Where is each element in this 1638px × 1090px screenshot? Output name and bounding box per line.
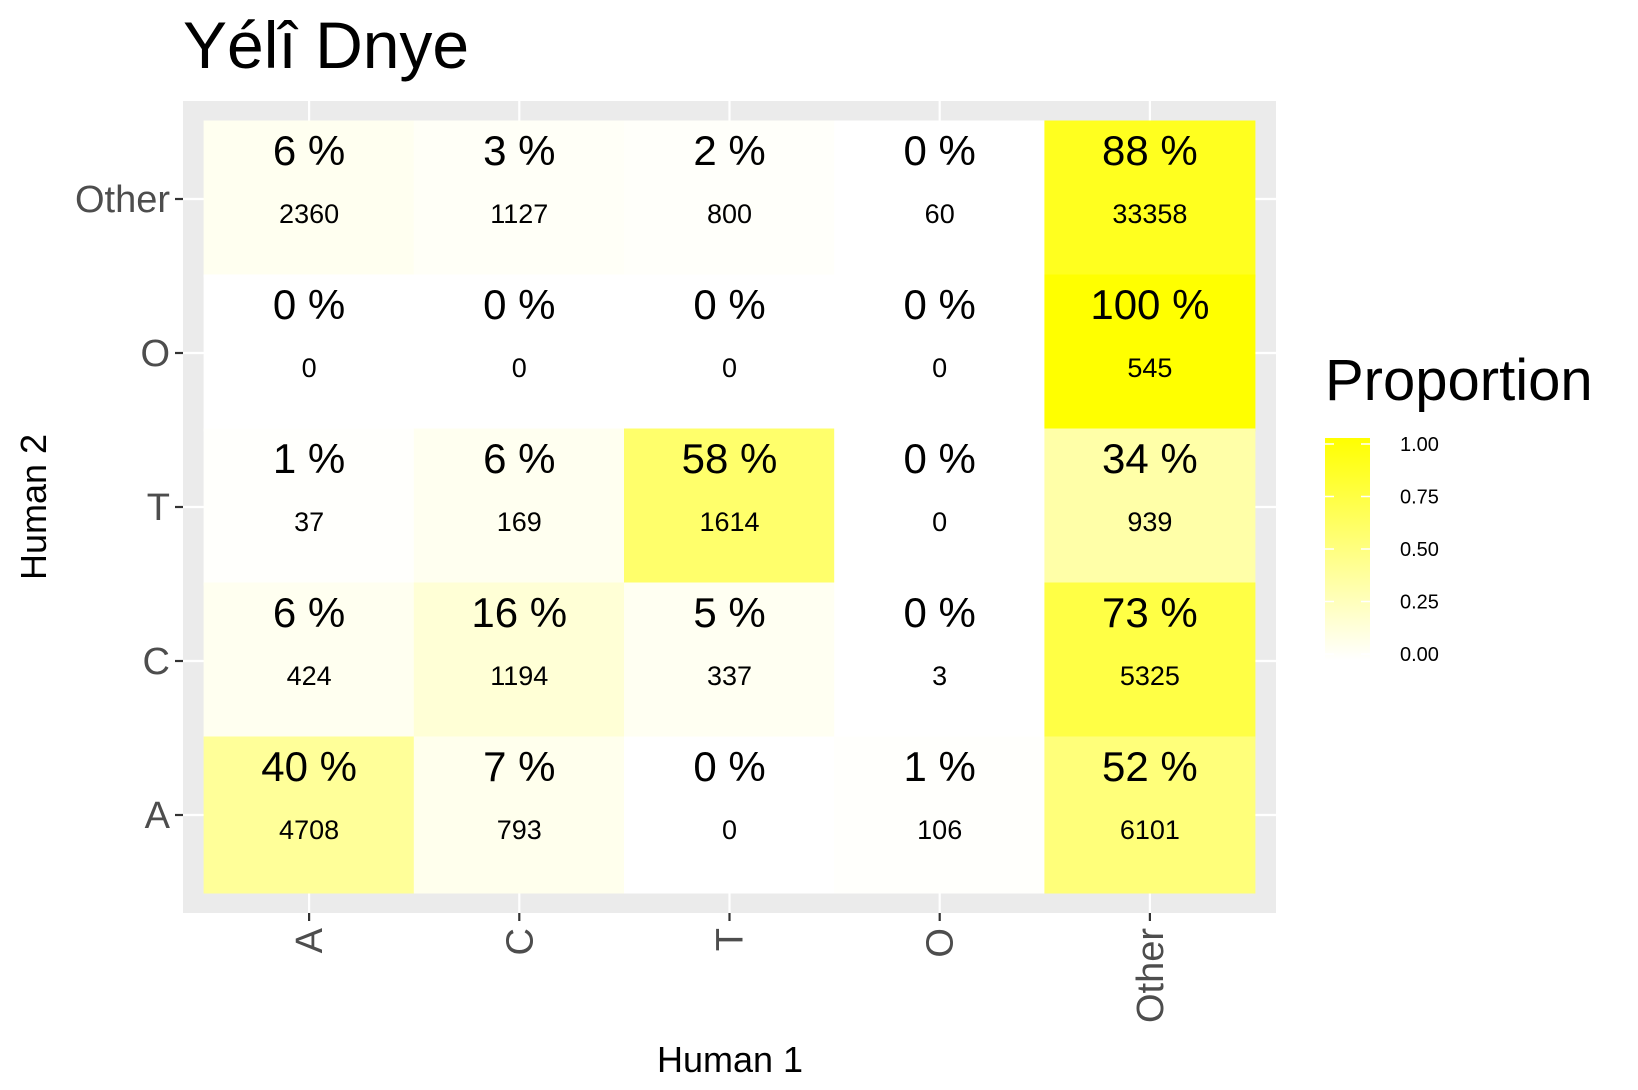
cell-percent-label: 0 % — [904, 281, 976, 328]
heatmap-cell — [203, 274, 415, 432]
cell-percent-label: 6 % — [273, 589, 345, 636]
cell-count-label: 0 — [722, 815, 737, 845]
heatmap-cell — [1044, 274, 1256, 432]
cell-labels: 6 % 2360 3 % 1127 2 % 800 0 % 60 88 % 33358 0 % 0 0 … — [261, 127, 1209, 845]
cell-count-label: 33358 — [1112, 199, 1187, 229]
cell-count-label: 1614 — [699, 507, 759, 537]
cell-count-label: 1194 — [490, 661, 548, 691]
heatmap-cell — [413, 274, 625, 432]
cell-percent-label: 1 % — [904, 743, 976, 790]
cell-percent-label: 100 % — [1090, 281, 1209, 328]
heatmap-cell — [413, 428, 625, 586]
cell-count-label: 0 — [302, 353, 317, 383]
heatmap-cells — [203, 120, 1256, 894]
cell-count-label: 3 — [932, 661, 947, 691]
cell-count-label: 939 — [1127, 507, 1172, 537]
cell-count-label: 0 — [932, 353, 947, 383]
cell-percent-label: 0 % — [904, 127, 976, 174]
cell-count-label: 169 — [497, 507, 542, 537]
cell-count-label: 793 — [497, 815, 542, 845]
heatmap-cell — [834, 274, 1046, 432]
heatmap-cell — [203, 428, 415, 586]
heatmap-cell — [1044, 736, 1256, 894]
cell-count-label: 424 — [287, 661, 332, 691]
cell-percent-label: 5 % — [693, 589, 765, 636]
cell-count-label: 0 — [932, 507, 947, 537]
cell-count-label: 800 — [707, 199, 752, 229]
y-tick-label: O — [140, 333, 170, 375]
cell-percent-label: 6 % — [273, 127, 345, 174]
heatmap-cell — [624, 274, 835, 432]
heatmap-cell — [203, 120, 415, 278]
heatmap-cell — [624, 736, 835, 894]
x-tick-label: O — [920, 928, 962, 958]
cell-count-label: 37 — [294, 507, 324, 537]
y-tick-label: C — [143, 641, 170, 683]
x-tick-label: A — [289, 927, 331, 953]
heatmap-cell — [834, 428, 1046, 586]
heatmap-cell — [203, 736, 415, 894]
cell-percent-label: 6 % — [483, 435, 555, 482]
cell-count-label: 1127 — [490, 199, 548, 229]
cell-percent-label: 0 % — [483, 281, 555, 328]
x-tick-label: Other — [1130, 928, 1172, 1023]
cell-count-label: 0 — [512, 353, 527, 383]
cell-count-label: 2360 — [279, 199, 339, 229]
legend-tick-label: 0.25 — [1400, 592, 1439, 614]
cell-percent-label: 3 % — [483, 127, 555, 174]
cell-count-label: 106 — [917, 815, 962, 845]
cell-count-label: 4708 — [279, 815, 339, 845]
cell-percent-label: 0 % — [693, 281, 765, 328]
heatmap-cell — [834, 736, 1046, 894]
heatmap-cell — [834, 582, 1046, 740]
heatmap-cell — [1044, 120, 1256, 278]
heatmap-cell — [203, 582, 415, 740]
cell-percent-label: 52 % — [1102, 743, 1198, 790]
cell-percent-label: 34 % — [1102, 435, 1198, 482]
cell-percent-label: 88 % — [1102, 127, 1198, 174]
cell-count-label: 5325 — [1120, 661, 1180, 691]
cell-percent-label: 0 % — [904, 589, 976, 636]
legend-tick-label: 0.75 — [1400, 487, 1439, 509]
heatmap-cell — [834, 120, 1046, 278]
cell-percent-label: 0 % — [693, 743, 765, 790]
heatmap-cell — [413, 120, 625, 278]
legend-tick-label: 0.50 — [1400, 539, 1439, 561]
y-tick-label: A — [145, 795, 171, 837]
cell-percent-label: 16 % — [471, 589, 567, 636]
heatmap-cell — [1044, 428, 1256, 586]
cell-count-label: 545 — [1127, 353, 1172, 383]
legend-title: Proportion — [1325, 348, 1593, 413]
y-tick-label: T — [147, 487, 170, 529]
y-axis-title: Human 2 — [13, 434, 54, 580]
legend-tick-label: 0.00 — [1400, 644, 1439, 666]
x-tick-label: T — [710, 928, 752, 951]
cell-percent-label: 7 % — [483, 743, 555, 790]
axis-ticks: A C T O Other A C T O Other — [75, 179, 1172, 1023]
cell-count-label: 6101 — [1120, 815, 1180, 845]
cell-percent-label: 58 % — [682, 435, 778, 482]
heatmap-cell — [1044, 582, 1256, 740]
cell-percent-label: 0 % — [904, 435, 976, 482]
heatmap-cell — [413, 736, 625, 894]
heatmap-cell — [624, 428, 835, 586]
heatmap-cell — [624, 582, 835, 740]
cell-count-label: 60 — [925, 199, 955, 229]
cell-percent-label: 1 % — [273, 435, 345, 482]
cell-count-label: 337 — [707, 661, 752, 691]
cell-percent-label: 0 % — [273, 281, 345, 328]
cell-percent-label: 73 % — [1102, 589, 1198, 636]
cell-percent-label: 40 % — [261, 743, 357, 790]
chart-title: Yélî Dnye — [183, 8, 469, 82]
x-tick-label: C — [499, 928, 541, 955]
x-axis-title: Human 1 — [657, 1039, 803, 1080]
cell-percent-label: 2 % — [693, 127, 765, 174]
legend-ticks: 0.00 0.25 0.50 0.75 1.00 — [1325, 434, 1439, 666]
cell-count-label: 0 — [722, 353, 737, 383]
legend-tick-label: 1.00 — [1400, 434, 1439, 456]
heatmap-cell — [624, 120, 835, 278]
y-tick-label: Other — [75, 179, 170, 221]
heatmap-cell — [413, 582, 625, 740]
